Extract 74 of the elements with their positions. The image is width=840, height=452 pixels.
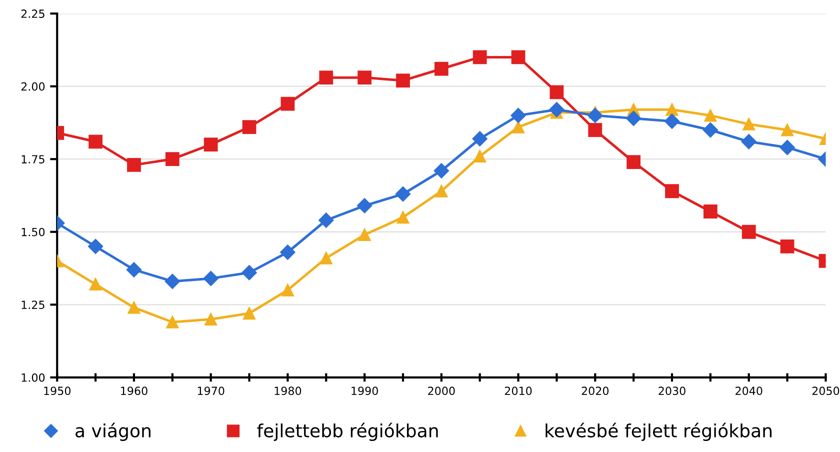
- point: [588, 108, 603, 124]
- point: [781, 124, 794, 136]
- legend-label: a viágon: [76, 422, 150, 441]
- point: [435, 184, 448, 198]
- x-tick-label: 1990: [352, 386, 378, 396]
- point: [510, 108, 526, 124]
- point: [242, 120, 256, 134]
- point: [703, 204, 718, 218]
- x-tick-label: 2040: [736, 386, 762, 396]
- point: [395, 186, 411, 202]
- x-tick-label: 1970: [198, 386, 224, 396]
- x-tick-label: 2000: [428, 386, 455, 396]
- point: [358, 228, 371, 242]
- point: [165, 152, 180, 166]
- point: [550, 85, 564, 100]
- x-tick-label: 2020: [582, 386, 609, 396]
- point: [741, 134, 756, 150]
- y-tick-label: 2.25: [21, 10, 44, 18]
- point: [243, 307, 256, 320]
- point: [319, 70, 334, 85]
- point: [89, 278, 102, 291]
- point: [665, 184, 679, 198]
- y-tick-label: 1.75: [22, 155, 44, 164]
- y-tick-label: 2.00: [21, 82, 45, 91]
- point: [396, 74, 410, 88]
- point: [472, 131, 488, 146]
- point: [128, 301, 140, 314]
- point: [780, 140, 795, 156]
- point: [280, 244, 296, 260]
- x-tick-label: 2010: [504, 386, 532, 396]
- point: [511, 50, 526, 64]
- point: [549, 102, 564, 118]
- y-tick-label: 1.25: [22, 300, 44, 310]
- legend-label: fejlettebb régiókban: [257, 422, 438, 441]
- point: [474, 150, 486, 162]
- point: [166, 316, 179, 328]
- x-tick-label: 1950: [44, 386, 71, 396]
- point: [704, 109, 717, 122]
- point: [626, 155, 641, 169]
- point: [702, 122, 718, 138]
- point: [472, 50, 487, 64]
- point: [742, 224, 756, 239]
- point: [127, 158, 141, 172]
- point: [434, 62, 448, 76]
- y-tick-label: 1.50: [22, 228, 45, 236]
- x-tick-label: 1960: [121, 386, 148, 396]
- point: [203, 270, 218, 286]
- point: [512, 120, 525, 134]
- point: [204, 138, 218, 152]
- point: [626, 110, 642, 126]
- point: [88, 238, 104, 254]
- point: [434, 163, 449, 178]
- point: [242, 265, 257, 280]
- legend-label: kevésbé fejlett régiókban: [546, 422, 772, 441]
- point: [358, 70, 372, 85]
- point: [664, 114, 680, 129]
- point: [666, 103, 678, 116]
- point: [320, 252, 332, 264]
- point: [126, 262, 142, 278]
- x-tick-label: 2030: [658, 386, 686, 396]
- point: [281, 284, 294, 296]
- point: [780, 239, 794, 254]
- point: [588, 123, 602, 137]
- x-tick-label: 2050: [812, 386, 840, 396]
- point: [396, 211, 410, 224]
- x-tick-label: 1980: [274, 386, 302, 396]
- point: [164, 274, 180, 289]
- point: [318, 212, 334, 228]
- point: [280, 96, 295, 111]
- point: [88, 134, 102, 149]
- point: [742, 118, 756, 130]
- point: [204, 312, 218, 326]
- point: [356, 198, 372, 214]
- y-tick-label: 1.00: [22, 373, 45, 382]
